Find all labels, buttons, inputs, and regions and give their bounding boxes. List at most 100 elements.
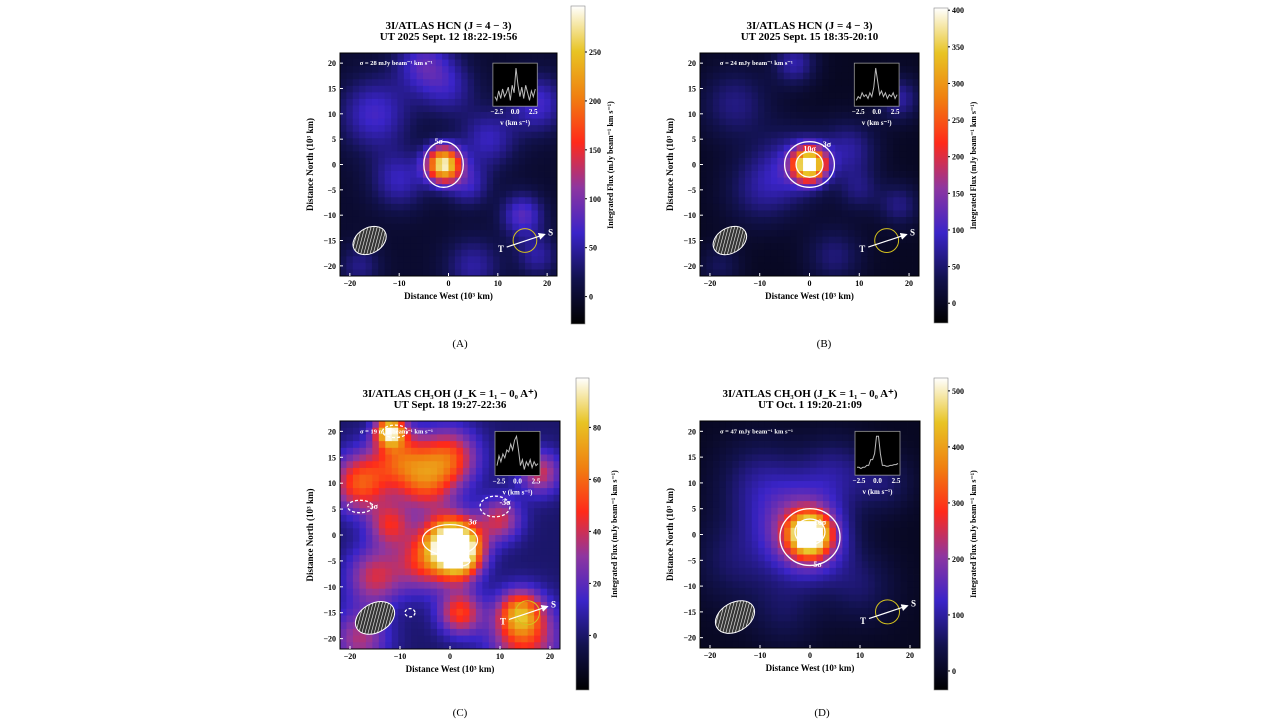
heatmap-cell bbox=[403, 131, 411, 139]
heatmap-cell bbox=[700, 131, 707, 139]
heatmap-cell bbox=[398, 635, 406, 643]
y-tick-label: −15 bbox=[683, 608, 696, 617]
heatmap-cell bbox=[706, 243, 714, 251]
heatmap-cell bbox=[784, 634, 791, 642]
heatmap-cell bbox=[499, 157, 507, 165]
heatmap-cell bbox=[475, 595, 483, 603]
heatmap-cell bbox=[550, 249, 558, 257]
heatmap-cell bbox=[706, 441, 714, 449]
heatmap-cell bbox=[340, 216, 347, 224]
colorbar-tick-label: 200 bbox=[952, 555, 964, 564]
heatmap-cell bbox=[359, 269, 366, 277]
heatmap-cell bbox=[848, 574, 856, 582]
heatmap-cell bbox=[403, 118, 411, 126]
heatmap-cell bbox=[751, 171, 759, 179]
heatmap-cell bbox=[505, 223, 513, 231]
heatmap-cell bbox=[462, 602, 470, 610]
heatmap-cell bbox=[835, 230, 843, 238]
heatmap-cell bbox=[745, 98, 752, 106]
heatmap-cell bbox=[474, 256, 481, 264]
heatmap-cell bbox=[867, 230, 875, 238]
heatmap-cell bbox=[822, 434, 830, 442]
heatmap-cell bbox=[450, 427, 457, 435]
beam-ellipse bbox=[714, 600, 756, 634]
heatmap-cell bbox=[467, 223, 475, 231]
heatmap-cell bbox=[835, 197, 843, 205]
heatmap-cell bbox=[757, 118, 765, 126]
heatmap-cell bbox=[770, 243, 778, 251]
heatmap-cell bbox=[454, 66, 462, 74]
heatmap-cell bbox=[790, 66, 798, 74]
heatmap-cell bbox=[770, 177, 778, 185]
heatmap-cell bbox=[894, 621, 901, 629]
heatmap-cell bbox=[913, 587, 921, 595]
heatmap-cell bbox=[391, 171, 398, 179]
heatmap-cell bbox=[777, 501, 785, 509]
heatmap-cell bbox=[725, 171, 733, 179]
heatmap-cell bbox=[547, 635, 554, 643]
heatmap-cell bbox=[429, 79, 437, 87]
heatmap-cell bbox=[359, 177, 366, 185]
heatmap-cell bbox=[803, 554, 811, 562]
heatmap-cell bbox=[540, 528, 548, 536]
heatmap-cell bbox=[822, 547, 830, 555]
heatmap-cell bbox=[822, 567, 830, 575]
heatmap-cell bbox=[550, 256, 558, 264]
heatmap-cell bbox=[887, 421, 895, 429]
heatmap-cell bbox=[378, 568, 386, 576]
heatmap-cell bbox=[480, 190, 488, 198]
heatmap-cell bbox=[475, 535, 483, 543]
heatmap-cell bbox=[835, 421, 843, 429]
heatmap-cell bbox=[848, 164, 855, 172]
heatmap-cell bbox=[495, 642, 503, 650]
heatmap-cell bbox=[848, 125, 855, 133]
heatmap-cell bbox=[512, 197, 520, 205]
heatmap-cell bbox=[340, 635, 347, 643]
heatmap-cell bbox=[906, 131, 913, 139]
heatmap-cell bbox=[450, 635, 457, 643]
heatmap-cell bbox=[725, 190, 733, 198]
heatmap-cell bbox=[474, 144, 481, 152]
heatmap-cell bbox=[537, 210, 545, 218]
heatmap-cell bbox=[527, 488, 535, 496]
heatmap-cell bbox=[894, 634, 901, 642]
heatmap-cell bbox=[385, 467, 393, 476]
heatmap-cell bbox=[900, 447, 908, 455]
heatmap-cell bbox=[797, 434, 804, 442]
heatmap-cell bbox=[900, 441, 908, 449]
heatmap-cell bbox=[777, 157, 785, 165]
heatmap-cell bbox=[435, 164, 443, 172]
heatmap-cell bbox=[745, 125, 752, 133]
heatmap-cell bbox=[868, 507, 876, 515]
heatmap-cell bbox=[712, 256, 720, 264]
heatmap-cell bbox=[848, 171, 855, 179]
heatmap-cell bbox=[422, 210, 430, 218]
heatmap-cell bbox=[700, 427, 707, 435]
heatmap-cell bbox=[881, 587, 889, 595]
heatmap-cell bbox=[855, 547, 863, 555]
heatmap-cell bbox=[352, 216, 360, 224]
heatmap-cell bbox=[790, 105, 798, 113]
heatmap-cell bbox=[537, 85, 545, 93]
heatmap-cell bbox=[725, 125, 733, 133]
heatmap-cell bbox=[397, 190, 405, 198]
heatmap-cell bbox=[842, 501, 850, 509]
heatmap-cell bbox=[842, 581, 850, 589]
y-axis-label: Distance North (10³ km) bbox=[305, 489, 315, 582]
heatmap-cell bbox=[534, 514, 541, 522]
heatmap-cell bbox=[757, 230, 765, 238]
heatmap-cell bbox=[521, 595, 529, 603]
heatmap-cell bbox=[829, 461, 837, 469]
heatmap-cell bbox=[501, 568, 509, 576]
heatmap-cell bbox=[835, 481, 843, 489]
heatmap-cell bbox=[751, 230, 759, 238]
heatmap-cell bbox=[815, 125, 823, 133]
heatmap-cell bbox=[525, 157, 532, 165]
heatmap-cell bbox=[758, 447, 766, 455]
heatmap-cell bbox=[474, 118, 481, 126]
heatmap-cell bbox=[783, 85, 791, 93]
heatmap-cell bbox=[442, 92, 449, 100]
heatmap-cell bbox=[442, 164, 449, 172]
heatmap-cell bbox=[474, 184, 481, 192]
heatmap-cell bbox=[346, 249, 354, 257]
